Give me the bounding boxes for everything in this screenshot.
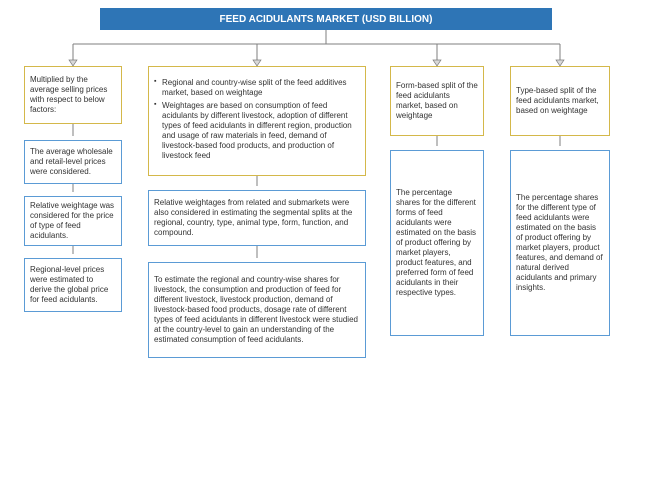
header-text: FEED ACIDULANTS MARKET (USD BILLION) (220, 14, 433, 25)
col3-percentage-text: The percentage shares for the different … (396, 188, 478, 298)
col2-weightage-list-box: Regional and country-wise split of the f… (148, 66, 366, 176)
col2-relative-box: Relative weightages from related and sub… (148, 190, 366, 246)
col1-weightage-text: Relative weightage was considered for th… (30, 201, 116, 241)
col2-estimate-text: To estimate the regional and country-wis… (154, 275, 360, 345)
col2-relative-text: Relative weightages from related and sub… (154, 198, 360, 238)
col4-percentage-text: The percentage shares for the different … (516, 193, 604, 293)
col3-form-text: Form-based split of the feed acidulants … (396, 81, 478, 121)
col1-factors-text: Multiplied by the average selling prices… (30, 75, 116, 115)
col1-regional-box: Regional-level prices were estimated to … (24, 258, 122, 312)
header-title: FEED ACIDULANTS MARKET (USD BILLION) (100, 8, 552, 30)
col1-regional-text: Regional-level prices were estimated to … (30, 265, 116, 305)
col1-weightage-box: Relative weightage was considered for th… (24, 196, 122, 246)
col2-list: Regional and country-wise split of the f… (154, 78, 360, 164)
col4-percentage-box: The percentage shares for the different … (510, 150, 610, 336)
col2-estimate-box: To estimate the regional and country-wis… (148, 262, 366, 358)
col3-form-box: Form-based split of the feed acidulants … (390, 66, 484, 136)
col4-type-box: Type-based split of the feed acidulants … (510, 66, 610, 136)
col1-wholesale-box: The average wholesale and retail-level p… (24, 140, 122, 184)
col2-list-item: Weightages are based on consumption of f… (154, 101, 360, 161)
col1-wholesale-text: The average wholesale and retail-level p… (30, 147, 116, 177)
col4-type-text: Type-based split of the feed acidulants … (516, 86, 604, 116)
col2-list-item: Regional and country-wise split of the f… (154, 78, 360, 98)
col3-percentage-box: The percentage shares for the different … (390, 150, 484, 336)
col1-factors-box: Multiplied by the average selling prices… (24, 66, 122, 124)
